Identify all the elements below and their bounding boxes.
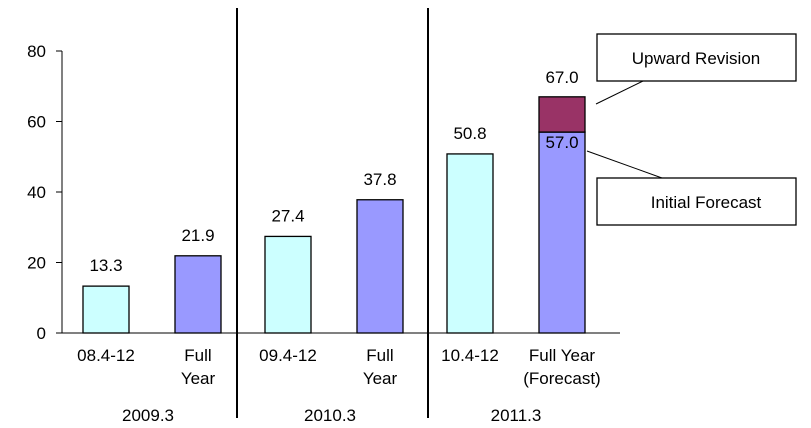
bar-value-label: 50.8 [453, 124, 486, 143]
bar [538, 131, 586, 334]
bar-value-label: 27.4 [271, 206, 304, 225]
bar [264, 235, 312, 334]
group-label: 2011.3 [491, 406, 542, 425]
upward-revision-leader-line [595, 80, 644, 105]
y-tick-label: 60 [27, 113, 46, 132]
y-tick-label: 80 [27, 42, 46, 61]
bar-value-label: 13.3 [89, 256, 122, 275]
bar [446, 153, 494, 334]
y-tick-label: 20 [27, 254, 46, 273]
bar [356, 199, 404, 334]
initial-forecast-callout-box [596, 177, 797, 226]
bar-value-label: 57.0 [545, 133, 578, 152]
x-tick-label: (Forecast) [523, 369, 600, 388]
y-tick-label: 40 [27, 183, 46, 202]
x-tick-label: 08.4-12 [77, 346, 135, 365]
axis-layer: 0 20 40 60 80 [27, 8, 620, 418]
bar-value-label: 37.8 [363, 170, 396, 189]
x-tick-label: Year [363, 369, 398, 388]
initial-forecast-leader-line [586, 150, 663, 179]
group-label: 2009.3 [122, 406, 174, 425]
bar-stacked-segment [538, 96, 586, 133]
bar [82, 285, 130, 334]
x-tick-label: 10.4-12 [441, 346, 499, 365]
group-label: 2010.3 [304, 406, 356, 425]
x-tick-label: Full Year [529, 346, 595, 365]
initial-forecast-callout-text: Initial Forecast [651, 193, 762, 212]
upward-revision-callout-text: Upward Revision [632, 49, 761, 68]
bar [174, 255, 222, 334]
upward-revision-callout-box [596, 33, 797, 82]
x-tick-label: Full [366, 346, 393, 365]
x-tick-label: Year [181, 369, 216, 388]
bar-total-label: 67.0 [545, 68, 578, 87]
x-tick-label: Full [184, 346, 211, 365]
callout-layer: Upward Revision Initial Forecast [586, 33, 797, 226]
bar-value-label: 21.9 [181, 226, 214, 245]
y-tick-label: 0 [37, 324, 46, 343]
labels-layer: 13.3 08.4-12 21.9 Full Year 27.4 09.4-12 37.8 Fu… [77, 68, 601, 425]
x-tick-label: 09.4-12 [259, 346, 317, 365]
bars-layer [82, 96, 586, 334]
